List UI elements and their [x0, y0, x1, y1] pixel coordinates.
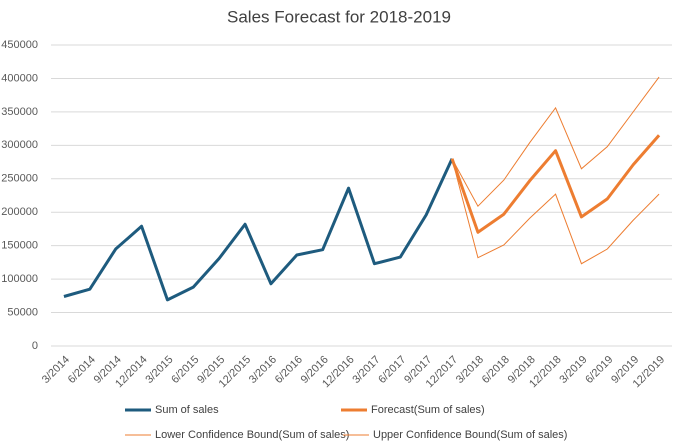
series-line [451, 76, 660, 208]
x-tick-label: 3/2018 [454, 354, 486, 386]
x-tick-label: 6/2016 [273, 354, 305, 386]
y-tick-label: 350000 [1, 106, 38, 118]
y-tick-label: 450000 [1, 39, 38, 51]
y-tick-label: 250000 [1, 173, 38, 185]
legend-label: Sum of sales [155, 404, 219, 416]
y-tick-label: 0 [32, 340, 38, 352]
series-line [451, 158, 660, 265]
y-tick-label: 200000 [1, 206, 38, 218]
y-tick-label: 100000 [1, 273, 38, 285]
x-tick-label: 6/2014 [66, 354, 98, 386]
x-tick-label: 3/2015 [143, 354, 175, 386]
y-tick-label: 400000 [1, 72, 38, 84]
x-tick-label: 6/2019 [583, 354, 615, 386]
x-tick-label: 3/2016 [247, 354, 279, 386]
legend-label: Upper Confidence Bound(Sum of sales) [373, 429, 567, 441]
x-tick-label: 6/2018 [480, 354, 512, 386]
chart-title: Sales Forecast for 2018-2019 [227, 7, 451, 26]
x-tick-label: 6/2017 [376, 354, 408, 386]
series-line [63, 158, 454, 302]
y-tick-label: 300000 [1, 139, 38, 151]
x-tick-label: 3/2014 [40, 354, 72, 386]
y-tick-label: 50000 [7, 306, 38, 318]
legend-label: Forecast(Sum of sales) [371, 404, 485, 416]
x-tick-label: 3/2017 [350, 354, 382, 386]
x-tick-label: 3/2019 [557, 354, 589, 386]
x-tick-label: 6/2015 [169, 354, 201, 386]
y-tick-label: 150000 [1, 240, 38, 252]
legend-label: Lower Confidence Bound(Sum of sales) [155, 429, 349, 441]
series-line [450, 134, 661, 234]
